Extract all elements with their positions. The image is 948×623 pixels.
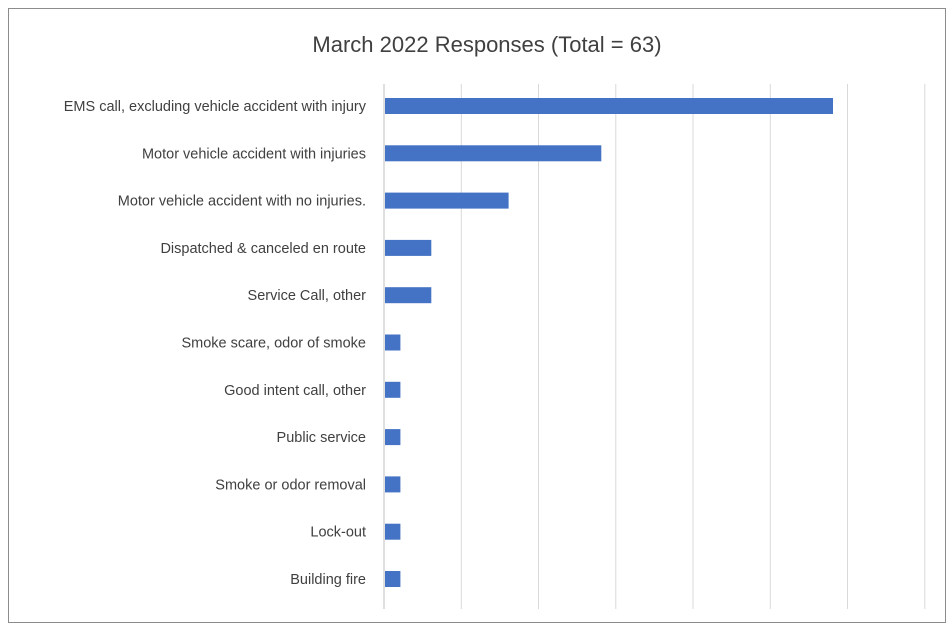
category-label: Motor vehicle accident with no injuries.: [118, 194, 366, 210]
bar: [385, 98, 833, 114]
bar: [385, 381, 401, 398]
bar: [385, 145, 602, 162]
category-label: Good intent call, other: [224, 383, 366, 399]
category-label: Service Call, other: [248, 288, 367, 304]
category-label: Building fire: [290, 572, 366, 588]
category-labels: EMS call, excluding vehicle accident wit…: [64, 99, 367, 588]
bar: [385, 334, 401, 351]
category-label: Dispatched & canceled en route: [160, 241, 366, 257]
bar: [385, 192, 509, 209]
category-label: Smoke or odor removal: [215, 477, 366, 493]
bar: [385, 429, 401, 446]
bars: [385, 98, 833, 587]
category-label: Public service: [277, 430, 366, 446]
category-label: Lock-out: [310, 525, 366, 541]
gridlines: [460, 84, 926, 609]
category-label: EMS call, excluding vehicle accident wit…: [64, 99, 367, 115]
category-label: Smoke scare, odor of smoke: [181, 336, 366, 352]
bar: [385, 239, 432, 256]
bar: [385, 523, 401, 540]
bar: [385, 571, 401, 587]
chart-title: March 2022 Responses (Total = 63): [312, 32, 661, 57]
bar: [385, 287, 432, 304]
bar-chart: March 2022 Responses (Total = 63) EMS ca…: [64, 32, 926, 609]
bar: [385, 476, 401, 493]
category-label: Motor vehicle accident with injuries: [142, 146, 366, 162]
